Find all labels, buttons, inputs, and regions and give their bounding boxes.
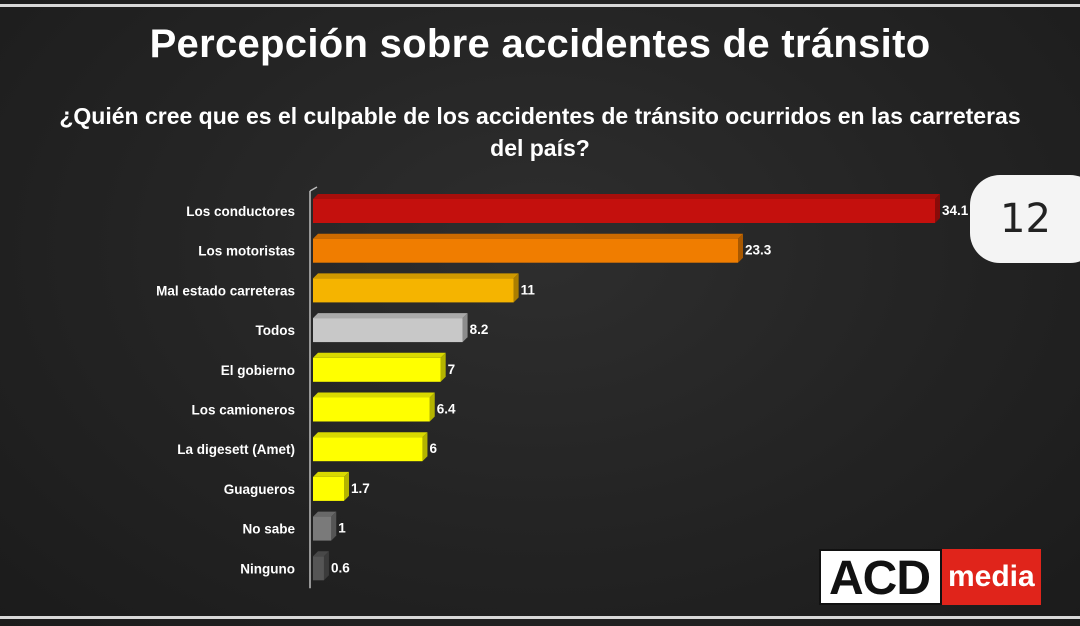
bar-side-face [323, 551, 329, 581]
bar [313, 437, 423, 462]
value-label: 34.1 [942, 203, 969, 218]
value-label: 11 [521, 282, 536, 297]
bar-top-face [313, 551, 329, 557]
category-label: No sabe [242, 522, 295, 537]
bar [313, 199, 935, 223]
value-label: 6 [429, 441, 437, 456]
category-label: Guagueros [224, 482, 295, 497]
page-number: 12 [1000, 196, 1051, 242]
value-label: 8.2 [470, 322, 489, 337]
category-label: Los motoristas [198, 244, 295, 259]
value-label: 1 [338, 521, 346, 536]
category-label: Mal estado carreteras [156, 283, 295, 298]
page-number-badge: 12 [970, 175, 1080, 263]
value-label: 6.4 [437, 402, 456, 417]
bar [313, 516, 332, 541]
category-label: Los conductores [186, 204, 295, 219]
chart-title: Percepción sobre accidentes de tránsito [149, 22, 931, 66]
category-label: Los camioneros [191, 403, 295, 418]
logo-acd-text: ACD [819, 549, 942, 605]
bar-side-face [935, 194, 940, 223]
acd-media-logo: ACD media [819, 549, 1041, 605]
bar-side-face [422, 432, 428, 462]
bar-side-face [513, 273, 519, 303]
category-label: El gobierno [221, 363, 295, 378]
bar-side-face [440, 352, 446, 382]
top-border [0, 4, 1080, 7]
value-label: 0.6 [331, 560, 350, 575]
value-label: 7 [448, 362, 456, 377]
bar-side-face [331, 511, 337, 541]
bar-top-face [313, 313, 468, 319]
value-label: 1.7 [351, 481, 370, 496]
bar-side-face [429, 392, 435, 422]
survey-question: ¿Quién cree que es el culpable de los ac… [59, 103, 1021, 161]
bar-top-face [313, 352, 446, 358]
bar-top-face [313, 471, 350, 477]
bar-top-face [313, 273, 519, 279]
bar [313, 476, 345, 501]
bar-top-face [313, 194, 940, 199]
bar-top-face [313, 511, 337, 517]
category-label: Ninguno [240, 561, 295, 576]
bar-side-face [462, 313, 468, 343]
bar [313, 556, 324, 581]
value-label: 23.3 [745, 243, 772, 258]
bar-side-face [344, 471, 350, 501]
bar [313, 278, 514, 303]
y-axis-top-edge [309, 186, 318, 192]
bar [313, 318, 463, 343]
bar-top-face [313, 233, 744, 239]
bar-side-face [738, 233, 744, 263]
bar [313, 238, 739, 263]
category-label: La digesett (Amet) [177, 442, 295, 457]
bar [313, 357, 441, 382]
bar-top-face [313, 432, 428, 438]
bar-top-face [313, 392, 435, 398]
category-label: Todos [256, 323, 296, 338]
logo-media-text: media [942, 549, 1041, 605]
bottom-border [0, 616, 1080, 619]
bar [313, 397, 430, 422]
